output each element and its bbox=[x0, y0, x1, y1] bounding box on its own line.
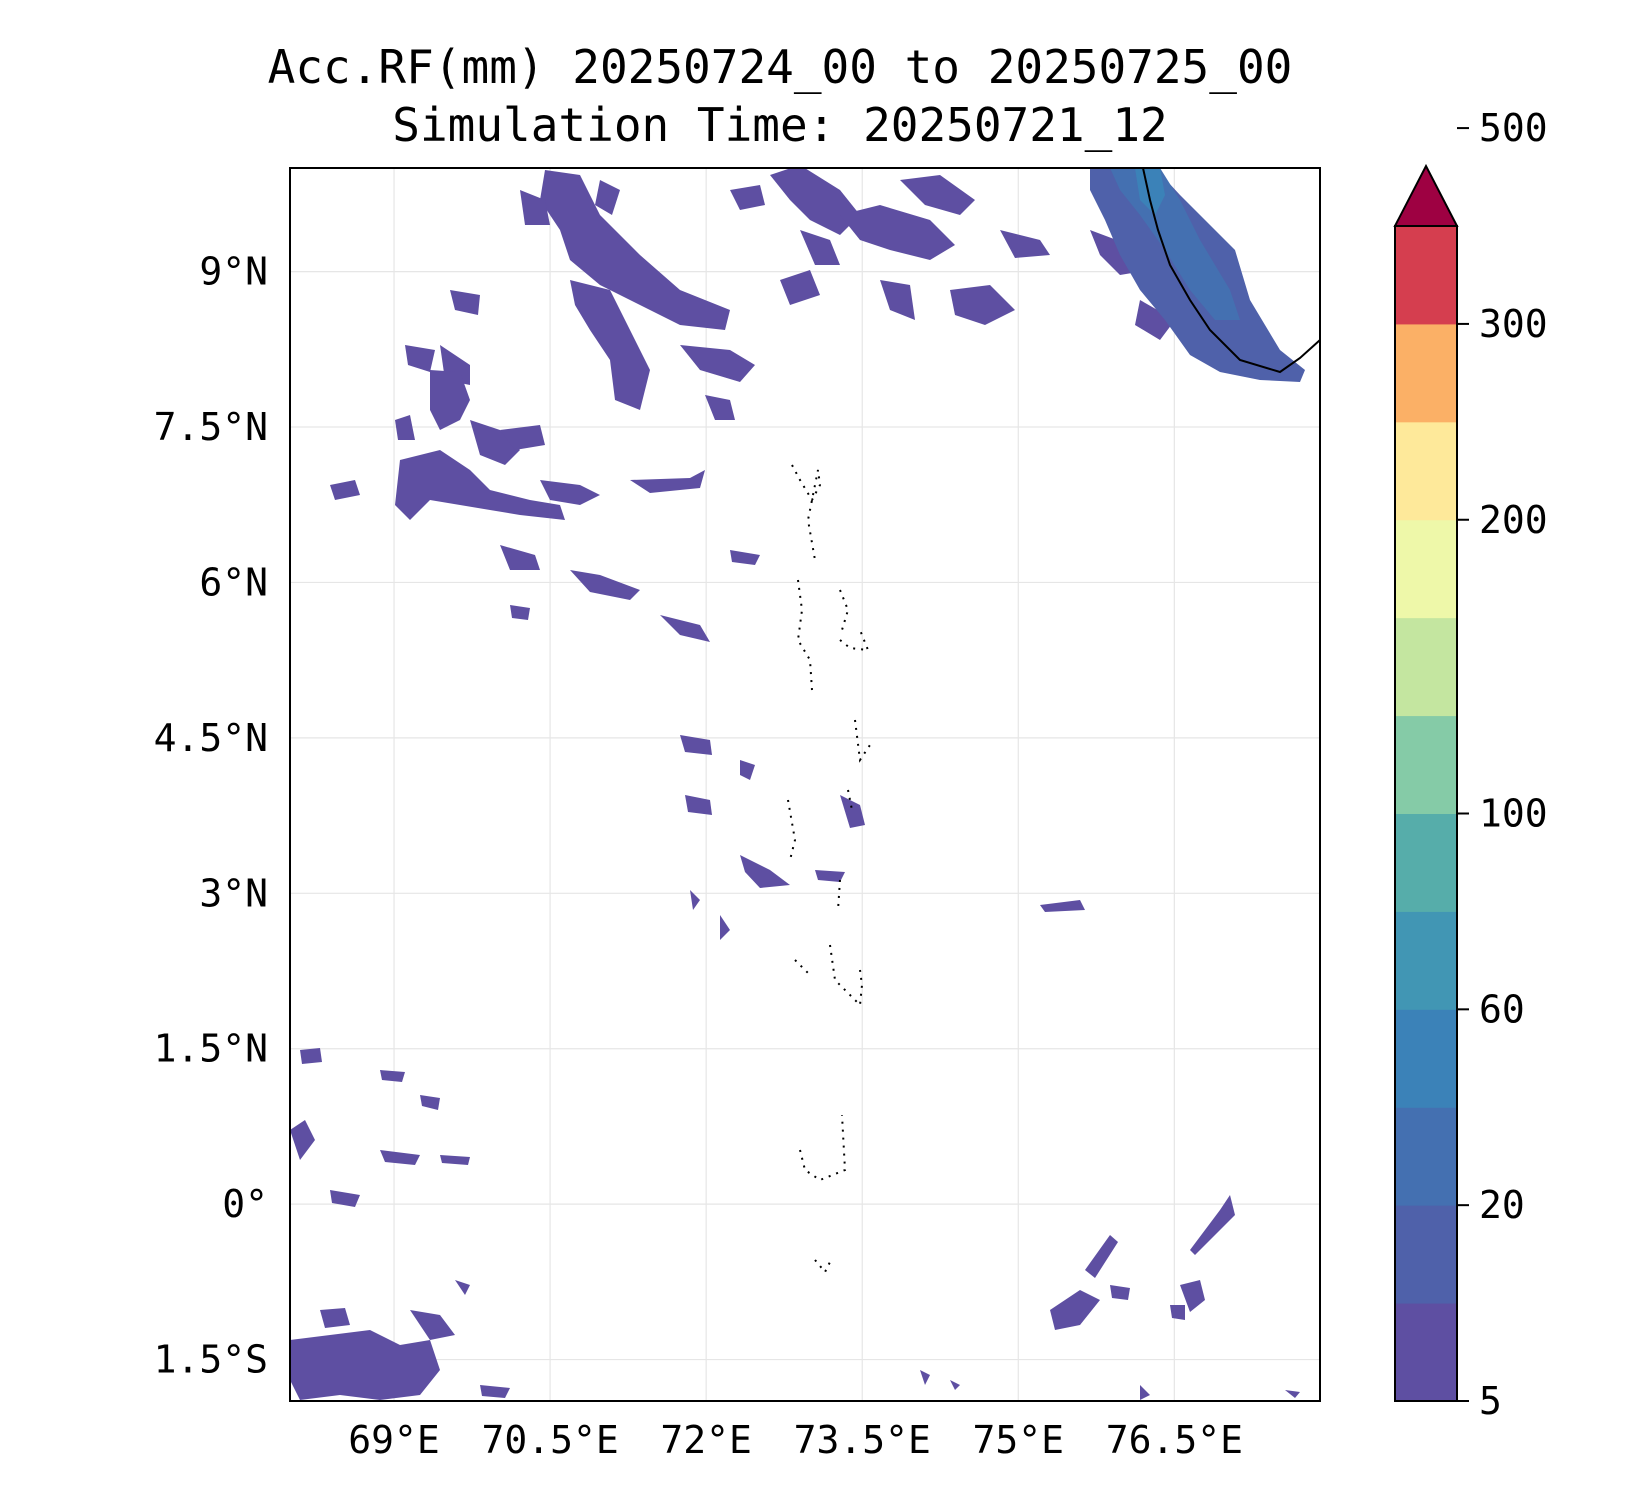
y-axis: 9°N 7.5°N 6°N 4.5°N 3°N 1.5°N 0° 1.5°S bbox=[154, 250, 268, 1382]
y-tick-label: 0° bbox=[222, 1182, 268, 1226]
colorbar-segment bbox=[1395, 715, 1457, 814]
y-tick-label: 3°N bbox=[199, 871, 268, 915]
island-outlines bbox=[787, 464, 871, 1274]
colorbar-segment bbox=[1395, 226, 1457, 325]
x-tick-label: 69°E bbox=[348, 1418, 440, 1462]
y-tick-label: 9°N bbox=[199, 250, 268, 294]
colorbar-tick-label: 500 bbox=[1479, 106, 1548, 150]
colorbar-segment bbox=[1395, 1205, 1457, 1304]
colorbar-segment bbox=[1395, 421, 1457, 521]
colorbar-segment bbox=[1395, 1009, 1457, 1108]
x-tick-label: 70.5°E bbox=[481, 1418, 618, 1462]
x-tick-label: 75°E bbox=[973, 1418, 1065, 1462]
colorbar-segment bbox=[1395, 813, 1457, 912]
colorbar-segment bbox=[1395, 1107, 1457, 1206]
rain-contours-5mm bbox=[290, 168, 1300, 1400]
coastline bbox=[1142, 168, 1320, 374]
colorbar-tick-label: 5 bbox=[1479, 1379, 1502, 1423]
y-tick-label: 6°N bbox=[199, 560, 268, 604]
chart-title: Acc.RF(mm) 20250724_00 to 20250725_00 bbox=[267, 40, 1293, 94]
rain-contours-40mm bbox=[1135, 168, 1165, 215]
x-tick-label: 73.5°E bbox=[794, 1418, 931, 1462]
colorbar-tick-label: 20 bbox=[1479, 1183, 1525, 1227]
colorbar-tick-label: 60 bbox=[1479, 987, 1525, 1031]
y-tick-label: 4.5°N bbox=[154, 716, 268, 760]
colorbar-tick-label: 300 bbox=[1479, 302, 1548, 346]
colorbar-segment bbox=[1395, 1303, 1457, 1402]
colorbar-segment bbox=[1395, 617, 1457, 717]
colorbar-segment bbox=[1395, 911, 1457, 1010]
y-tick-label: 1.5°N bbox=[154, 1027, 268, 1071]
x-tick-label: 76.5°E bbox=[1106, 1418, 1243, 1462]
x-axis: 69°E 70.5°E 72°E 73.5°E 75°E 76.5°E bbox=[348, 1418, 1243, 1462]
map-frame bbox=[289, 167, 1321, 1402]
x-tick-label: 72°E bbox=[660, 1418, 752, 1462]
rain-contours-20mm bbox=[1110, 168, 1240, 320]
y-tick-label: 7.5°N bbox=[154, 405, 268, 449]
colorbar-tick-label: 200 bbox=[1479, 498, 1548, 542]
chart-subtitle: Simulation Time: 20250721_12 bbox=[392, 98, 1168, 152]
rain-field bbox=[290, 168, 1320, 1400]
colorbar: 5 20 60 100 200 300 500 bbox=[1393, 106, 1548, 1423]
colorbar-extend-triangle bbox=[1393, 163, 1459, 227]
y-tick-label: 1.5°S bbox=[154, 1338, 268, 1382]
colorbar-segment bbox=[1395, 519, 1457, 619]
colorbar-tick-label: 100 bbox=[1479, 792, 1548, 836]
colorbar-segment bbox=[1395, 323, 1457, 423]
